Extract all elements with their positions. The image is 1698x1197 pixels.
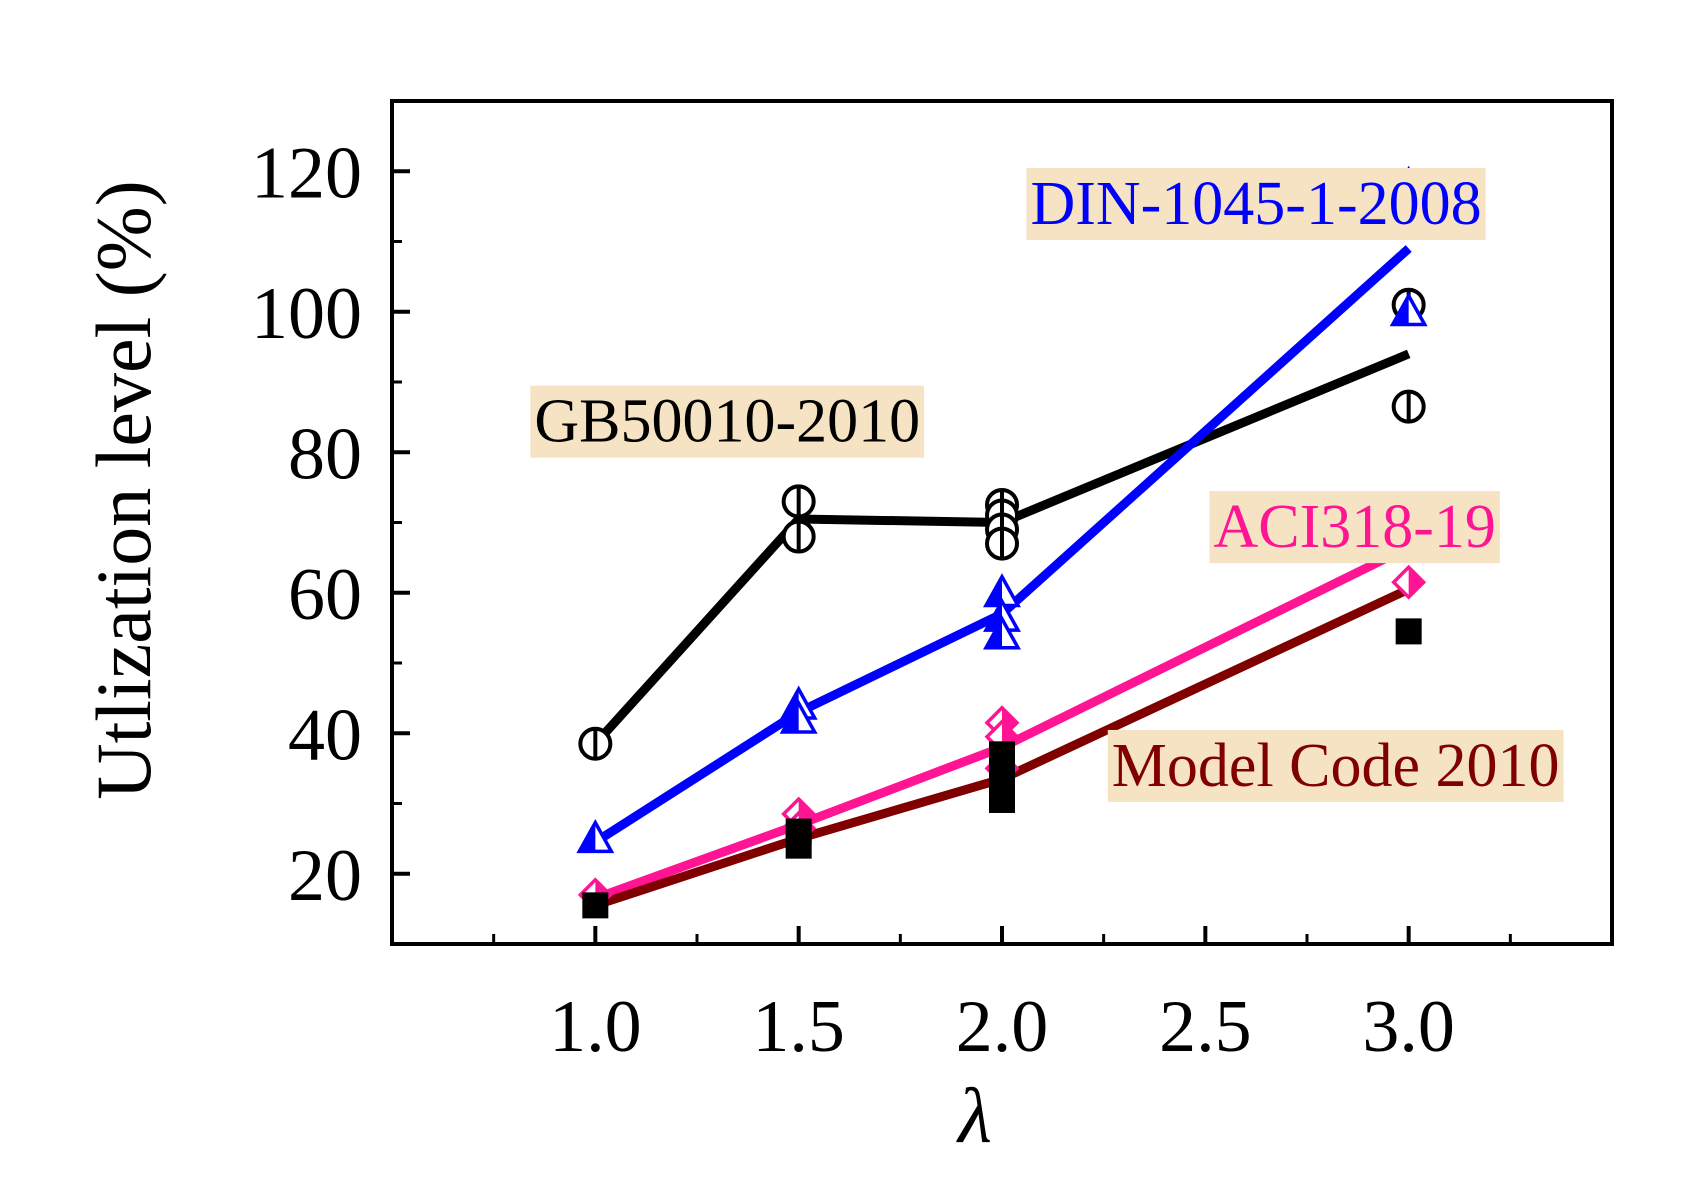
annotation-label: GB50010-2010: [534, 388, 920, 456]
annotation-label: DIN-1045-1-2008: [1030, 170, 1481, 238]
x-tick-label: 1.5: [752, 986, 845, 1068]
y-tick-label: 80: [288, 413, 362, 495]
data-point-model-code-2010: [989, 786, 1015, 813]
x-axis-title: λ: [956, 1072, 992, 1159]
fit-line-gb50010-2010: [591, 349, 1411, 747]
y-axis-title: Utlization level (%): [80, 180, 167, 799]
annotation-gb50010-2010: GB50010-2010: [530, 385, 925, 458]
annotation-background: [1209, 491, 1500, 564]
data-point-gb50010-2010: [578, 726, 613, 761]
annotation-label: Model Code 2010: [1112, 732, 1560, 800]
y-tick-label: 20: [288, 835, 362, 917]
y-tick-label: 60: [288, 554, 362, 636]
data-point-din-1045-1-2008: [576, 819, 615, 854]
y-tick-label: 100: [251, 273, 362, 355]
data-point-aci318-19: [1391, 564, 1427, 600]
data-point-gb50010-2010: [781, 519, 816, 554]
fit-line-aci318-19: [593, 543, 1411, 903]
x-tick-label: 1.0: [549, 986, 642, 1068]
y-tick-label: 40: [288, 694, 362, 776]
x-tick-label: 2.0: [956, 986, 1049, 1068]
series-annotations: GB50010-2010 DIN-1045-1-2008 ACI318-19 Mode…: [530, 167, 1564, 802]
annotation-din-1045-1-2008: DIN-1045-1-2008: [1026, 167, 1486, 240]
annotation-aci318-19: ACI318-19: [1209, 491, 1500, 564]
data-point-model-code-2010: [785, 832, 812, 859]
fit-line-din-1045-1-2008: [592, 245, 1412, 846]
annotation-background: [1026, 167, 1486, 240]
data-point-din-1045-1-2008: [983, 615, 1021, 650]
data-point-din-1045-1-2008: [1389, 292, 1428, 327]
annotation-label: ACI318-19: [1213, 493, 1495, 561]
data-point-gb50010-2010: [781, 484, 816, 519]
data-point-model-code-2010: [582, 892, 609, 919]
axes: 1.0 1.5 2.0 2.5 3.0 20 40 60 80 100 120: [251, 132, 1512, 1068]
annotation-model-code-2010: Model Code 2010: [1107, 729, 1564, 802]
data-point-gb50010-2010: [1391, 389, 1426, 424]
data-point-model-code-2010: [1395, 618, 1422, 645]
data-point-gb50010-2010: [985, 526, 1019, 561]
x-tick-label: 3.0: [1362, 986, 1455, 1068]
data-point-model-code-2010: [989, 762, 1015, 789]
y-tick-label: 120: [251, 132, 362, 214]
annotation-background: [1107, 729, 1564, 802]
x-tick-label: 2.5: [1159, 986, 1252, 1068]
fit-lines: [591, 245, 1412, 910]
data-point-din-1045-1-2008: [779, 699, 818, 734]
annotation-background: [530, 385, 925, 458]
fit-line-model-code-2010: [593, 585, 1411, 910]
